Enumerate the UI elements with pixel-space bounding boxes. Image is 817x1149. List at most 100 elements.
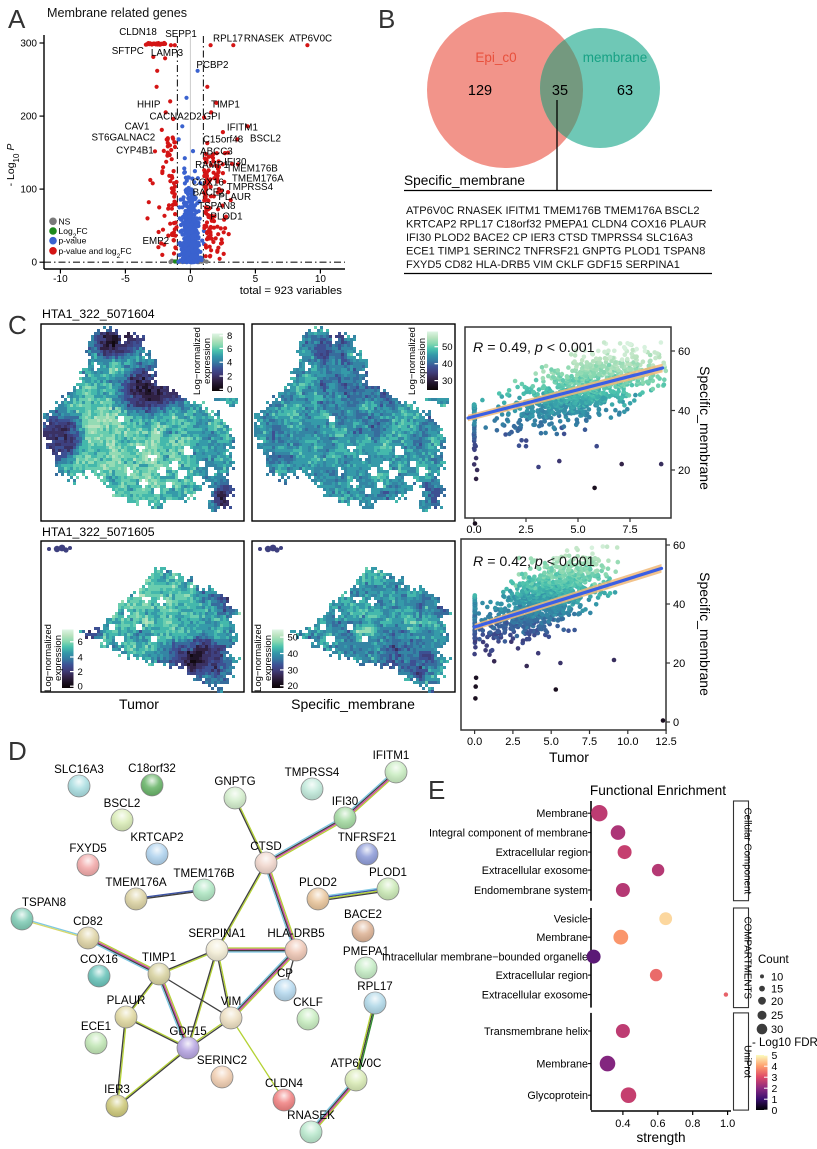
- svg-text:0.0: 0.0: [466, 524, 481, 536]
- svg-text:ATP6V0C RNASEK IFITM1 TMEM176B: ATP6V0C RNASEK IFITM1 TMEM176B TMEM176A …: [406, 205, 699, 217]
- svg-text:2.5: 2.5: [518, 524, 533, 536]
- svg-text:RNASEK: RNASEK: [244, 34, 285, 45]
- svg-text:TMEM176B: TMEM176B: [226, 164, 278, 175]
- svg-text:Epi_c0: Epi_c0: [475, 50, 516, 65]
- svg-text:KRTCAP2 RPL17 C18orf32 PMEPA1: KRTCAP2 RPL17 C18orf32 PMEPA1 CLDN4 COX1…: [406, 219, 706, 231]
- svg-text:Log−normalized: Log−normalized: [43, 624, 54, 692]
- svg-text:KRTCAP2: KRTCAP2: [130, 831, 183, 844]
- svg-text:R = 0.49, p < 0.001: R = 0.49, p < 0.001: [473, 340, 595, 356]
- svg-text:60: 60: [673, 540, 685, 552]
- svg-text:0: 0: [78, 682, 83, 693]
- svg-text:SERPINA1: SERPINA1: [188, 927, 245, 940]
- svg-text:Tumor: Tumor: [119, 696, 159, 712]
- svg-text:IFITM1: IFITM1: [227, 123, 258, 134]
- svg-text:0.0: 0.0: [467, 736, 482, 748]
- svg-text:10.0: 10.0: [617, 736, 638, 748]
- svg-text:VIM: VIM: [221, 995, 242, 1008]
- svg-text:Transmembrane helix: Transmembrane helix: [484, 1026, 589, 1038]
- svg-text:20: 20: [771, 996, 783, 1008]
- svg-text:40: 40: [288, 649, 299, 660]
- svg-text:5.0: 5.0: [570, 524, 585, 536]
- svg-text:10: 10: [771, 971, 783, 983]
- svg-text:TSPAN8: TSPAN8: [198, 201, 236, 212]
- svg-text:E: E: [428, 775, 445, 805]
- svg-text:expression: expression: [263, 635, 274, 681]
- svg-text:1: 1: [772, 1094, 778, 1106]
- svg-text:300: 300: [20, 39, 37, 50]
- svg-text:B: B: [378, 4, 395, 34]
- svg-text:membrane: membrane: [583, 50, 648, 65]
- svg-text:BSCL2: BSCL2: [250, 134, 281, 145]
- svg-text:SEPP1: SEPP1: [165, 29, 197, 40]
- svg-text:HLA-DRB5: HLA-DRB5: [267, 927, 324, 940]
- svg-text:TIMP1: TIMP1: [211, 100, 240, 111]
- svg-text:20: 20: [673, 658, 685, 670]
- svg-text:6: 6: [227, 344, 232, 355]
- svg-text:Specific_membrane: Specific_membrane: [404, 173, 525, 188]
- svg-text:7.5: 7.5: [582, 736, 597, 748]
- svg-text:LAMP3: LAMP3: [151, 48, 184, 59]
- svg-text:Membrane: Membrane: [536, 808, 588, 820]
- svg-text:TMEM176A: TMEM176A: [232, 173, 284, 184]
- svg-text:PLOD1: PLOD1: [210, 212, 242, 223]
- svg-text:strength: strength: [636, 1130, 685, 1145]
- svg-text:0: 0: [227, 385, 232, 396]
- svg-text:EMP2: EMP2: [142, 236, 169, 247]
- svg-text:SFTPC: SFTPC: [112, 46, 144, 57]
- svg-text:200: 200: [20, 112, 37, 123]
- svg-text:PLAUR: PLAUR: [107, 994, 146, 1007]
- svg-text:Log−normalized: Log−normalized: [253, 624, 264, 692]
- svg-text:ECE1: ECE1: [81, 1020, 111, 1033]
- svg-text:COMPARTMENTS: COMPARTMENTS: [741, 917, 752, 1000]
- svg-text:RPL17: RPL17: [213, 34, 243, 45]
- svg-text:GPI: GPI: [204, 112, 221, 123]
- svg-text:FXYD5 CD82 HLA-DRB5 VIM CKLF G: FXYD5 CD82 HLA-DRB5 VIM CKLF GDF15 SERPI…: [406, 259, 680, 271]
- svg-text:ABCC3: ABCC3: [200, 146, 233, 157]
- svg-text:CKLF: CKLF: [293, 996, 323, 1009]
- svg-text:ATP6V0C: ATP6V0C: [289, 34, 332, 45]
- svg-text:R = 0.42, p < 0.001: R = 0.42, p < 0.001: [473, 554, 595, 570]
- svg-text:BSCL2: BSCL2: [104, 797, 141, 810]
- svg-text:CD82: CD82: [73, 915, 103, 928]
- svg-text:RAMP1: RAMP1: [195, 160, 229, 171]
- svg-text:0.6: 0.6: [650, 1118, 665, 1130]
- svg-text:30: 30: [771, 1024, 783, 1036]
- svg-text:TMPRSS4: TMPRSS4: [285, 766, 340, 779]
- svg-text:0: 0: [188, 274, 194, 285]
- svg-text:25: 25: [771, 1010, 783, 1022]
- svg-text:2: 2: [772, 1083, 778, 1095]
- svg-text:63: 63: [617, 83, 633, 99]
- svg-text:- Log10 FDR: - Log10 FDR: [752, 1037, 817, 1049]
- svg-text:Extracellular exosome: Extracellular exosome: [482, 865, 588, 877]
- svg-text:CTSD: CTSD: [250, 840, 282, 853]
- svg-text:HHIP: HHIP: [137, 100, 161, 111]
- svg-text:5.0: 5.0: [544, 736, 559, 748]
- svg-text:5: 5: [253, 274, 259, 285]
- svg-text:NS: NS: [59, 216, 71, 226]
- svg-text:PLAUR: PLAUR: [218, 192, 251, 203]
- svg-text:IFI30 PLOD2 BACE2 CP IER3 CTSD: IFI30 PLOD2 BACE2 CP IER3 CTSD TMPRSS4 S…: [406, 232, 693, 244]
- svg-text:Endomembrane system: Endomembrane system: [474, 885, 588, 897]
- svg-text:50: 50: [442, 342, 453, 353]
- svg-text:Extracellular region: Extracellular region: [496, 847, 588, 859]
- svg-text:-10: -10: [53, 274, 68, 285]
- svg-text:Count: Count: [758, 954, 789, 966]
- svg-text:40: 40: [442, 359, 453, 370]
- svg-text:Membrane related genes: Membrane related genes: [47, 6, 187, 20]
- svg-text:Specific_membrane: Specific_membrane: [697, 572, 713, 696]
- svg-text:2: 2: [227, 371, 232, 382]
- svg-text:p-value: p-value: [59, 236, 87, 246]
- svg-text:SLC16A3: SLC16A3: [54, 763, 104, 776]
- svg-text:5: 5: [772, 1050, 778, 1062]
- svg-text:8: 8: [227, 331, 232, 342]
- svg-text:TIMP1: TIMP1: [142, 951, 176, 964]
- svg-text:15: 15: [771, 984, 783, 996]
- svg-text:50: 50: [288, 633, 299, 644]
- svg-text:6: 6: [78, 637, 83, 648]
- svg-text:ATP6V0C: ATP6V0C: [331, 1057, 382, 1070]
- svg-text:40: 40: [678, 406, 690, 418]
- svg-text:40: 40: [673, 599, 685, 611]
- svg-text:total = 923 variables: total = 923 variables: [240, 285, 343, 297]
- svg-text:TMEM176B: TMEM176B: [173, 867, 234, 880]
- svg-text:SERINC2: SERINC2: [197, 1054, 247, 1067]
